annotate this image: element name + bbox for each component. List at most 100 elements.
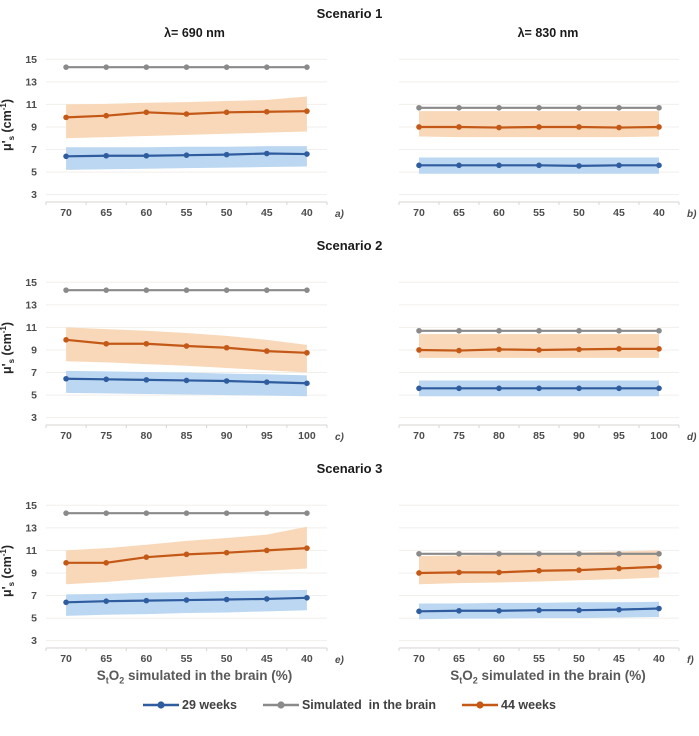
svg-text:d): d) [687, 432, 697, 443]
panel-c: 3 5 7 9 11 13 15 μ's (cm-1) 70 75 80 85 90 95 100 c) [0, 267, 349, 445]
svg-text:5: 5 [31, 390, 37, 402]
panel-f: 70 65 60 55 50 45 40 f) [349, 490, 699, 668]
chart-canvas-d: 70 75 80 85 90 95 100 d) [398, 281, 697, 443]
svg-text:100: 100 [298, 430, 316, 442]
svg-text:55: 55 [181, 207, 193, 219]
svg-text:90: 90 [221, 430, 233, 442]
svg-text:40: 40 [301, 207, 313, 219]
svg-text:40: 40 [301, 653, 313, 665]
svg-text:70: 70 [413, 207, 425, 219]
svg-text:a): a) [335, 209, 345, 220]
legend-item-2: Simulated in the brain [262, 698, 436, 712]
svg-text:95: 95 [613, 430, 625, 442]
svg-text:90: 90 [573, 430, 585, 442]
svg-text:75: 75 [453, 430, 465, 442]
chart-canvas-c: 3 5 7 9 11 13 15 μ's (cm-1) 70 75 80 85 90 95 100 c) [0, 277, 345, 443]
svg-text:50: 50 [221, 207, 233, 219]
svg-text:b): b) [687, 209, 697, 220]
svg-text:75: 75 [100, 430, 112, 442]
svg-text:5: 5 [31, 613, 37, 625]
svg-text:45: 45 [613, 207, 625, 219]
svg-text:65: 65 [453, 653, 465, 665]
svg-text:7: 7 [31, 590, 37, 602]
column-headers: λ= 690 nm λ= 830 nm [0, 22, 699, 44]
svg-text:9: 9 [31, 567, 37, 579]
legend-label: 29 weeks [182, 698, 237, 712]
svg-text:60: 60 [493, 653, 505, 665]
svg-text:45: 45 [613, 653, 625, 665]
svg-text:70: 70 [413, 653, 425, 665]
svg-text:9: 9 [31, 121, 37, 133]
svg-text:μ's (cm-1): μ's (cm-1) [0, 545, 16, 597]
svg-text:95: 95 [261, 430, 273, 442]
legend-label: 44 weeks [501, 698, 556, 712]
chart-row-scenario-2: 3 5 7 9 11 13 15 μ's (cm-1) 70 75 80 85 90 95 100 c) 70… [0, 267, 699, 445]
svg-text:45: 45 [261, 207, 273, 219]
svg-text:15: 15 [25, 54, 37, 66]
svg-text:3: 3 [31, 412, 37, 424]
col-header-830nm: λ= 830 nm [517, 26, 579, 40]
scenario-1-title: Scenario 1 [316, 6, 383, 21]
legend-item-3: 44 weeks [462, 698, 556, 712]
svg-text:9: 9 [31, 344, 37, 356]
chart-canvas-e: 3 5 7 9 11 13 15 μ's (cm-1) 70 65 60 55 50 45 40 e) [0, 500, 345, 666]
svg-text:65: 65 [100, 207, 112, 219]
svg-text:80: 80 [141, 430, 153, 442]
svg-text:7: 7 [31, 367, 37, 379]
panel-d: 70 75 80 85 90 95 100 d) [349, 267, 699, 445]
svg-text:11: 11 [26, 322, 37, 334]
svg-text:55: 55 [533, 653, 545, 665]
svg-text:e): e) [335, 655, 345, 666]
svg-text:7: 7 [31, 144, 37, 156]
svg-text:50: 50 [221, 653, 233, 665]
col-header-690nm: λ= 690 nm [164, 26, 225, 40]
svg-text:11: 11 [26, 545, 37, 557]
svg-text:60: 60 [141, 653, 153, 665]
x-axis-title-left: StO2 simulated in the brain (%) [96, 668, 293, 686]
svg-text:55: 55 [181, 653, 193, 665]
chart-canvas-a: 3 5 7 9 11 13 15 μ's (cm-1) 70 65 60 55 50 45 40 a) [0, 54, 345, 220]
x-axis-title-right: StO2 simulated in the brain (%) [450, 668, 646, 686]
svg-text:f): f) [687, 655, 694, 666]
svg-text:45: 45 [261, 653, 273, 665]
svg-text:85: 85 [181, 430, 193, 442]
svg-text:μ's (cm-1): μ's (cm-1) [0, 322, 16, 374]
svg-text:40: 40 [653, 653, 665, 665]
svg-text:70: 70 [60, 430, 72, 442]
svg-text:15: 15 [25, 500, 37, 512]
svg-text:80: 80 [493, 430, 505, 442]
svg-text:13: 13 [25, 522, 37, 534]
svg-text:70: 70 [60, 653, 72, 665]
svg-text:c): c) [335, 432, 345, 443]
panel-b: 70 65 60 55 50 45 40 b) [349, 44, 699, 222]
svg-text:3: 3 [31, 635, 37, 647]
chart-canvas-b: 70 65 60 55 50 45 40 b) [398, 58, 697, 220]
svg-text:65: 65 [100, 653, 112, 665]
chart-canvas-f: 70 65 60 55 50 45 40 f) [398, 504, 694, 666]
svg-text:60: 60 [493, 207, 505, 219]
chart-row-scenario-1: 3 5 7 9 11 13 15 μ's (cm-1) 70 65 60 55 50 45 40 a) 70 6… [0, 44, 699, 222]
x-axis-titles: StO2 simulated in the brain (%) StO2 sim… [0, 666, 699, 688]
panel-e: 3 5 7 9 11 13 15 μ's (cm-1) 70 65 60 55 50 45 40 e) [0, 490, 349, 668]
chart-row-scenario-3: 3 5 7 9 11 13 15 μ's (cm-1) 70 65 60 55 50 45 40 e) 70 6… [0, 490, 699, 668]
svg-text:5: 5 [31, 167, 37, 179]
svg-text:100: 100 [650, 430, 668, 442]
svg-text:15: 15 [25, 277, 37, 289]
svg-text:μ's (cm-1): μ's (cm-1) [0, 99, 16, 151]
svg-text:3: 3 [31, 189, 37, 201]
svg-text:13: 13 [25, 76, 37, 88]
svg-text:11: 11 [26, 99, 37, 111]
svg-text:50: 50 [573, 207, 585, 219]
legend-swatch-icon [143, 701, 180, 709]
svg-text:60: 60 [141, 207, 153, 219]
scenario-2-title: Scenario 2 [316, 238, 383, 253]
scenario-3-title: Scenario 3 [316, 461, 383, 476]
legend-swatch-icon [262, 701, 299, 709]
legend-swatch-icon [462, 701, 499, 709]
svg-text:65: 65 [453, 207, 465, 219]
svg-text:13: 13 [25, 299, 37, 311]
svg-text:55: 55 [533, 207, 545, 219]
panel-a: 3 5 7 9 11 13 15 μ's (cm-1) 70 65 60 55 50 45 40 a) [0, 44, 349, 222]
svg-text:50: 50 [573, 653, 585, 665]
